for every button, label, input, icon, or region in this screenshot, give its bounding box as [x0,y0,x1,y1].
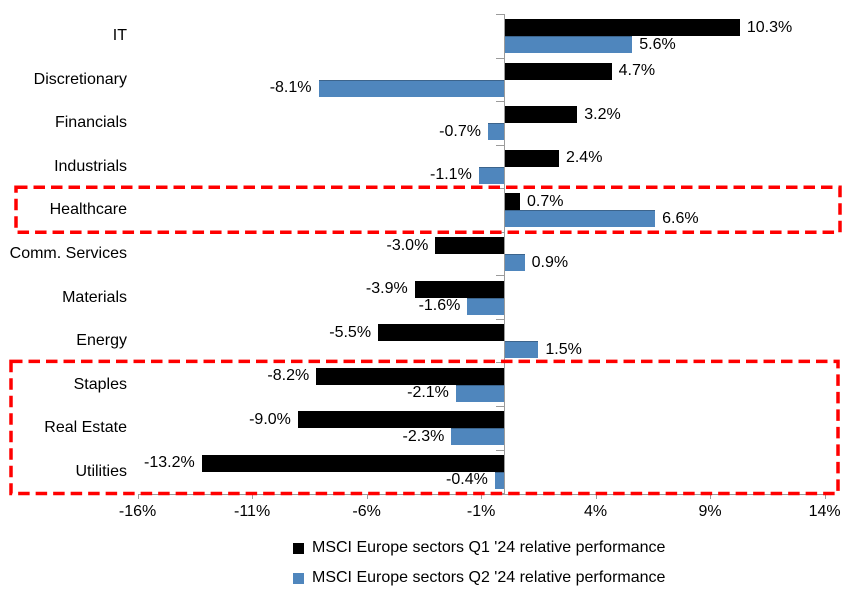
category-label-energy: Energy [76,332,127,350]
chart-legend: MSCI Europe sectors Q1 '24 relative perf… [293,533,665,593]
y-axis-tick [496,101,504,103]
bar-q1-discretionary [504,62,612,80]
bar-q1-industrials [504,149,559,167]
x-tick-label-1: -1% [466,502,496,520]
legend-label-q2: MSCI Europe sectors Q2 '24 relative perf… [312,569,666,586]
x-axis-tick [137,493,139,499]
x-axis-tick [710,493,712,499]
bar-q2-industrials [478,166,504,184]
y-axis-tick [496,57,504,59]
x-axis-tick [366,493,368,499]
y-axis-tick [496,231,504,233]
y-axis-tick [496,275,504,277]
highlight-box-healthcare [14,185,842,234]
value-label-q1-discretionary: 4.7% [618,62,656,80]
value-label-q2-discretionary: -8.1% [269,79,312,97]
bar-q1-staples [316,367,504,385]
legend-label-q1: MSCI Europe sectors Q1 '24 relative perf… [312,539,666,556]
value-label-q2-industrials: -1.1% [430,166,472,184]
y-axis-tick [496,362,504,364]
x-tick-label-16: -16% [118,502,157,520]
bar-q2-financials [487,123,504,141]
x-axis-tick [481,493,483,499]
value-label-q1-financials: 3.2% [584,105,621,123]
bar-q1-energy [378,324,504,342]
bar-q1-it [504,19,740,37]
bar-q2-healthcare [504,210,656,228]
y-axis-tick [496,14,504,15]
bar-q1-healthcare [504,193,521,211]
category-label-financials: Financials [54,114,127,132]
value-label-q1-comm-services: -3.0% [386,236,429,254]
y-axis-tick [496,144,504,146]
value-label-q2-healthcare: 6.6% [662,209,699,227]
y-axis-tick [496,188,504,190]
x-tick-label-9: 9% [698,502,722,520]
y-axis-tick [496,449,504,451]
x-tick-label-14: 14% [808,502,841,520]
value-label-q1-it: 10.3% [746,18,793,36]
x-tick-label-6: -6% [352,502,381,520]
bar-q2-energy [504,341,539,359]
category-label-it: IT [112,27,127,45]
value-label-q2-real-estate: -2.3% [402,427,445,445]
bar-q2-discretionary [318,79,504,97]
category-label-staples: Staples [73,375,127,393]
bar-q1-materials [414,280,504,298]
category-label-comm-services: Comm. Services [9,245,127,263]
bar-q2-staples [455,384,504,402]
value-label-q1-energy: -5.5% [329,323,372,341]
value-label-q2-materials: -1.6% [418,297,461,315]
legend-swatch-q1-icon [293,542,304,554]
x-axis-tick [824,493,826,499]
y-axis-tick [496,405,504,407]
value-label-q1-real-estate: -9.0% [249,410,291,428]
category-label-discretionary: Discretionary [33,70,127,88]
bar-q1-financials [504,106,578,124]
bar-q1-real-estate [297,411,504,429]
value-label-q2-energy: 1.5% [545,340,582,358]
bar-q2-utilities [494,471,504,489]
value-label-q1-utilities: -13.2% [144,454,195,472]
bar-q1-utilities [201,454,504,472]
category-label-utilities: Utilities [75,462,127,480]
value-label-q1-materials: -3.9% [365,280,408,298]
category-label-industrials: Industrials [54,157,127,175]
y-axis-tick [496,318,504,320]
bar-q2-real-estate [451,428,504,446]
x-tick-label-4: 4% [584,502,608,520]
value-label-q1-industrials: 2.4% [565,149,603,167]
legend-item-q1: MSCI Europe sectors Q1 '24 relative perf… [293,533,665,563]
legend-swatch-q2-icon [293,572,304,584]
category-label-real-estate: Real Estate [44,419,127,437]
bar-q1-comm-services [435,237,504,255]
value-label-q2-comm-services: 0.9% [531,253,569,271]
value-label-q1-staples: -8.2% [267,367,310,385]
value-label-q2-utilities: -0.4% [446,471,488,489]
bar-q2-materials [467,297,504,315]
category-label-materials: Materials [62,288,127,306]
value-label-q2-staples: -2.1% [407,384,449,402]
x-axis-tick [595,493,597,499]
x-axis-tick [252,493,254,499]
value-label-q2-it: 5.6% [639,35,676,53]
category-label-healthcare: Healthcare [49,201,127,219]
value-label-q1-healthcare: 0.7% [527,192,564,210]
legend-item-q2: MSCI Europe sectors Q2 '24 relative perf… [293,563,665,593]
bar-q2-comm-services [504,254,525,272]
value-label-q2-financials: -0.7% [439,122,481,140]
y-axis-line [504,14,505,495]
bar-q2-it [504,36,633,54]
x-tick-label-11: -11% [234,502,271,520]
